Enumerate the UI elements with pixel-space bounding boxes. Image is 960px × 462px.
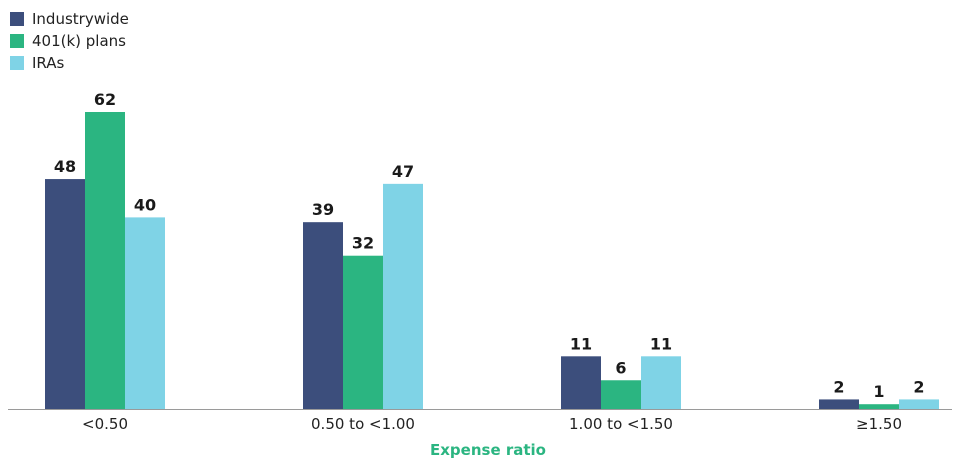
x-tick-label-2: 1.00 to <1.50 [569, 415, 673, 433]
bar-value-label-0-1: 62 [94, 90, 116, 109]
bar-value-label-2-2: 11 [650, 334, 672, 353]
legend: Industrywide 401(k) plans IRAs [10, 8, 129, 74]
bar-1-2 [383, 183, 423, 409]
bar-0-1 [85, 112, 125, 409]
bar-0-0 [45, 179, 85, 409]
bar-value-label-2-0: 11 [570, 334, 592, 353]
legend-label-industrywide: Industrywide [32, 10, 129, 28]
bar-value-label-3-1: 1 [873, 382, 884, 401]
legend-label-iras: IRAs [32, 54, 65, 72]
x-tick-labels-group: <0.50 0.50 to <1.00 1.00 to <1.50 ≥1.50 [82, 415, 902, 433]
bar-value-label-1-2: 47 [392, 162, 414, 181]
value-labels-group: 48 62 40 39 32 47 11 6 11 2 1 2 [54, 90, 925, 401]
bar-3-0 [819, 399, 859, 409]
legend-swatch-industrywide [10, 12, 24, 26]
legend-swatch-401k-plans [10, 34, 24, 48]
legend-swatch-iras [10, 56, 24, 70]
bar-value-label-2-1: 6 [615, 358, 626, 377]
bar-0-2 [125, 217, 165, 409]
x-tick-label-0: <0.50 [82, 415, 128, 433]
legend-label-401k-plans: 401(k) plans [32, 32, 126, 50]
x-axis-title: Expense ratio [430, 441, 546, 459]
legend-item-401k-plans: 401(k) plans [10, 30, 129, 52]
bar-value-label-1-1: 32 [352, 234, 374, 253]
x-tick-label-1: 0.50 to <1.00 [311, 415, 415, 433]
legend-item-iras: IRAs [10, 52, 129, 74]
bar-value-label-1-0: 39 [312, 200, 334, 219]
bar-value-label-0-2: 40 [134, 195, 156, 214]
legend-item-industrywide: Industrywide [10, 8, 129, 30]
bar-2-0 [561, 356, 601, 409]
bar-1-0 [303, 222, 343, 409]
bar-value-label-0-0: 48 [54, 157, 76, 176]
bar-2-2 [641, 356, 681, 409]
bars-group [45, 112, 939, 409]
bar-1-1 [343, 255, 383, 409]
bar-2-1 [601, 380, 641, 409]
bar-3-1 [859, 404, 899, 409]
bar-3-2 [899, 399, 939, 409]
bar-value-label-3-0: 2 [833, 377, 844, 396]
bar-value-label-3-2: 2 [913, 377, 924, 396]
x-tick-label-3: ≥1.50 [856, 415, 902, 433]
